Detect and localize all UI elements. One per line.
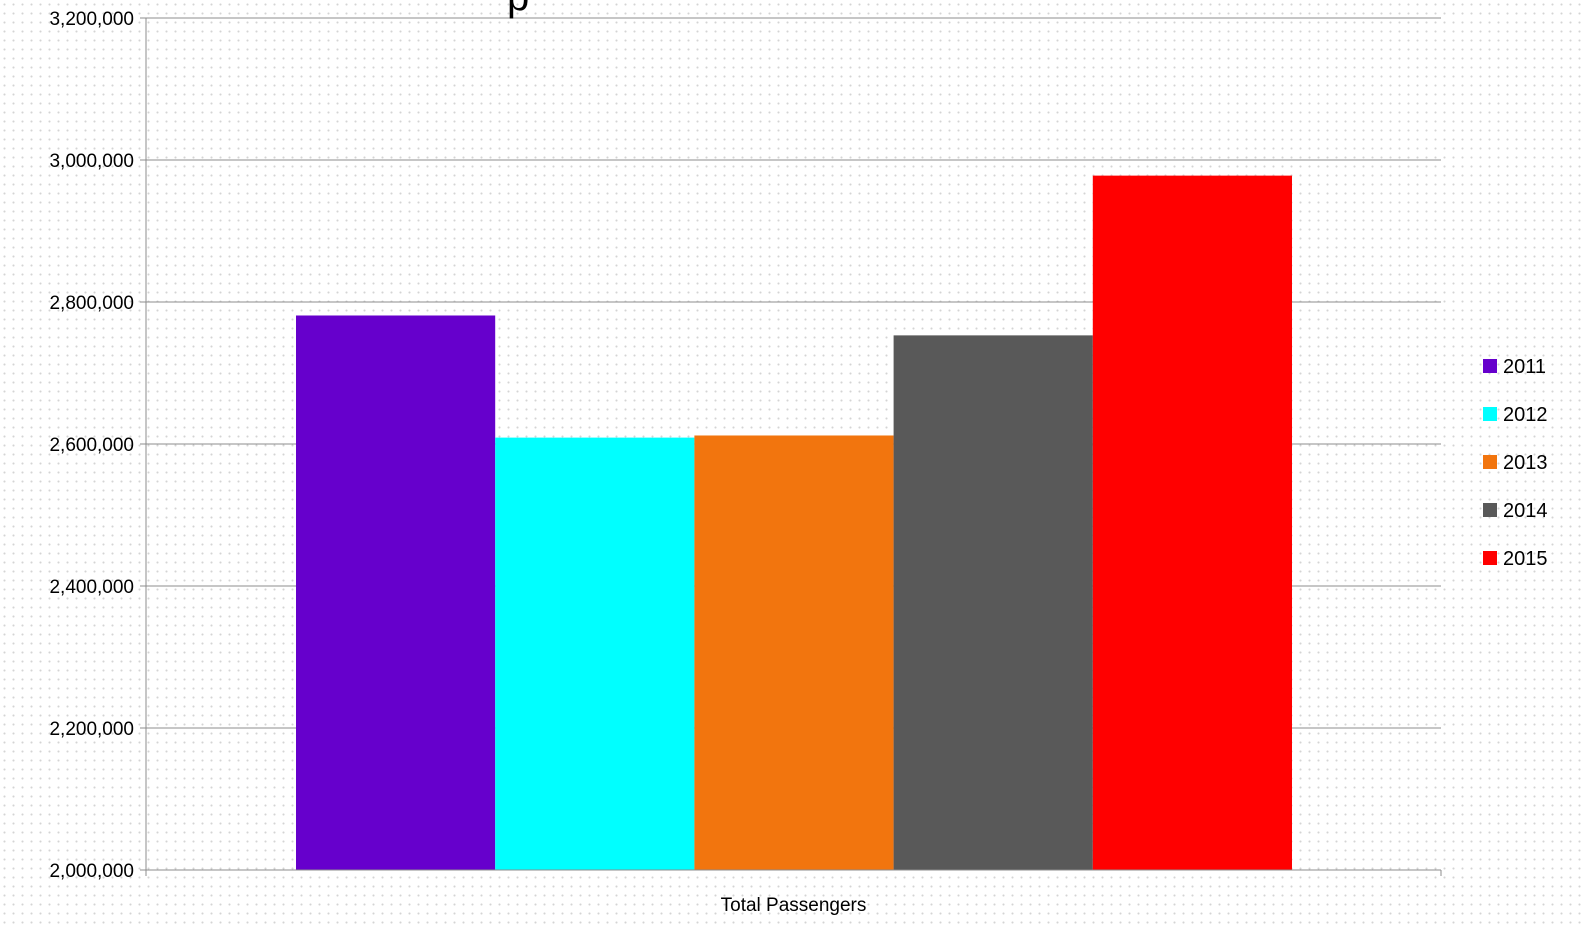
bar-2015 (1092, 175, 1292, 870)
x-axis-categories: Total Passengers (721, 895, 867, 916)
legend-label-2014: 2014 (1503, 500, 1548, 522)
bar-2014 (893, 335, 1093, 870)
chart-title-fragment: p (507, 0, 529, 19)
legend-label-2012: 2012 (1503, 404, 1548, 426)
bars-group (296, 175, 1292, 870)
legend-swatch-2014 (1483, 503, 1497, 517)
y-tick-label: 2,800,000 (49, 293, 134, 314)
legend-swatch-2013 (1483, 455, 1497, 469)
bar-2012 (495, 437, 695, 870)
y-tick-label: 3,200,000 (49, 9, 134, 30)
x-category-label: Total Passengers (721, 895, 867, 916)
legend-swatch-2015 (1483, 551, 1497, 565)
legend-label-2015: 2015 (1503, 548, 1548, 570)
y-axis-ticks: 2,000,000 2,200,000 2,400,000 2,600,000 2,80… (49, 9, 146, 882)
y-tick-label: 2,600,000 (49, 435, 134, 456)
legend-swatch-2012 (1483, 407, 1497, 421)
bar-2011 (296, 315, 496, 870)
legend-label-2011: 2011 (1503, 356, 1546, 378)
legend-label-2013: 2013 (1503, 452, 1548, 474)
y-tick-label: 3,000,000 (49, 151, 134, 172)
legend-swatch-2011 (1483, 359, 1497, 373)
y-tick-label: 2,000,000 (49, 861, 134, 882)
legend: 2011 2012 2013 2014 2015 (1483, 356, 1548, 570)
y-tick-label: 2,400,000 (49, 577, 134, 598)
bar-2013 (694, 435, 894, 870)
y-tick-label: 2,200,000 (49, 719, 134, 740)
